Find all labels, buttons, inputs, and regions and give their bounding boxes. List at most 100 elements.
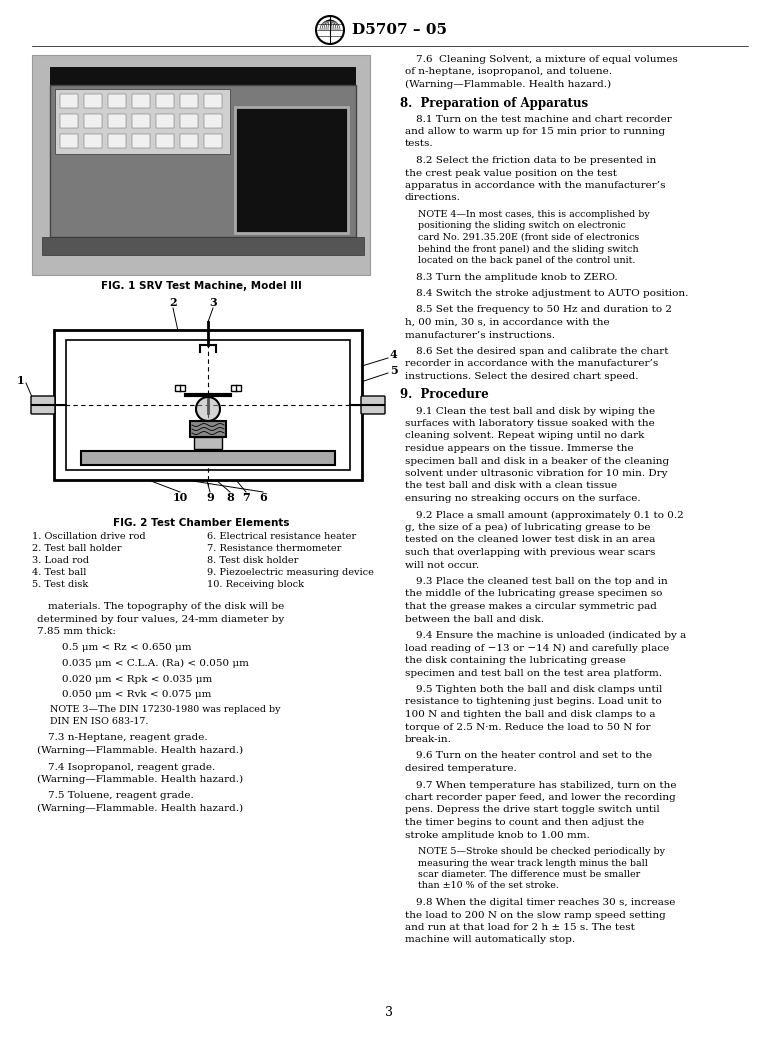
Text: the crest peak value position on the test: the crest peak value position on the tes… [405, 169, 617, 178]
FancyBboxPatch shape [132, 94, 150, 108]
Text: NOTE 5—Stroke should be checked periodically by: NOTE 5—Stroke should be checked periodic… [418, 847, 665, 856]
FancyBboxPatch shape [180, 94, 198, 108]
Text: 0.020 μm < Rpk < 0.035 μm: 0.020 μm < Rpk < 0.035 μm [62, 675, 212, 684]
Text: NOTE 3—The DIN 17230-1980 was replaced by: NOTE 3—The DIN 17230-1980 was replaced b… [50, 706, 281, 714]
Text: manufacturer’s instructions.: manufacturer’s instructions. [405, 330, 555, 339]
Text: 8.1 Turn on the test machine and chart recorder: 8.1 Turn on the test machine and chart r… [416, 115, 671, 124]
Text: instructions. Select the desired chart speed.: instructions. Select the desired chart s… [405, 372, 639, 381]
Text: and allow to warm up for 15 min prior to running: and allow to warm up for 15 min prior to… [405, 127, 665, 136]
Text: scar diameter. The difference must be smaller: scar diameter. The difference must be sm… [418, 870, 640, 879]
Text: than ±10 % of the set stroke.: than ±10 % of the set stroke. [418, 882, 559, 890]
Text: 9. Piezoelectric measuring device: 9. Piezoelectric measuring device [207, 568, 374, 577]
Text: tested on the cleaned lower test disk in an area: tested on the cleaned lower test disk in… [405, 535, 655, 544]
FancyBboxPatch shape [204, 94, 222, 108]
Text: 6. Electrical resistance heater: 6. Electrical resistance heater [207, 532, 356, 541]
Text: the load to 200 N on the slow ramp speed setting: the load to 200 N on the slow ramp speed… [405, 911, 666, 919]
Text: behind the front panel) and the sliding switch: behind the front panel) and the sliding … [418, 245, 639, 254]
Text: 4. Test ball: 4. Test ball [32, 568, 86, 577]
Text: surfaces with laboratory tissue soaked with the: surfaces with laboratory tissue soaked w… [405, 418, 655, 428]
Text: the disk containing the lubricating grease: the disk containing the lubricating grea… [405, 656, 626, 665]
Text: located on the back panel of the control unit.: located on the back panel of the control… [418, 256, 636, 265]
Text: recorder in accordance with the manufacturer’s: recorder in accordance with the manufact… [405, 359, 658, 369]
Text: 7.3 n-Heptane, reagent grade.: 7.3 n-Heptane, reagent grade. [48, 734, 208, 742]
FancyBboxPatch shape [235, 107, 348, 233]
FancyBboxPatch shape [84, 94, 102, 108]
Text: 7. Resistance thermometer: 7. Resistance thermometer [207, 544, 342, 553]
Text: stroke amplitude knob to 1.00 mm.: stroke amplitude knob to 1.00 mm. [405, 831, 590, 839]
FancyBboxPatch shape [156, 134, 174, 148]
Text: 1: 1 [16, 375, 24, 385]
FancyBboxPatch shape [81, 451, 335, 465]
Text: the timer begins to count and then adjust the: the timer begins to count and then adjus… [405, 818, 644, 827]
FancyBboxPatch shape [180, 115, 198, 128]
Text: 1. Oscillation drive rod: 1. Oscillation drive rod [32, 532, 145, 541]
Text: 9.7 When temperature has stabilized, turn on the: 9.7 When temperature has stabilized, tur… [416, 781, 677, 789]
Text: positioning the sliding switch on electronic: positioning the sliding switch on electr… [418, 222, 626, 230]
Text: 0.050 μm < Rvk < 0.075 μm: 0.050 μm < Rvk < 0.075 μm [62, 690, 212, 699]
Circle shape [196, 397, 220, 421]
Text: h, 00 min, 30 s, in accordance with the: h, 00 min, 30 s, in accordance with the [405, 318, 610, 327]
FancyBboxPatch shape [132, 115, 150, 128]
Text: 5: 5 [390, 364, 398, 376]
Text: 2. Test ball holder: 2. Test ball holder [32, 544, 121, 553]
FancyBboxPatch shape [55, 88, 230, 154]
Text: (Warning—Flammable. Health hazard.): (Warning—Flammable. Health hazard.) [405, 80, 612, 90]
Text: 8.6 Set the desired span and calibrate the chart: 8.6 Set the desired span and calibrate t… [416, 347, 668, 356]
FancyBboxPatch shape [50, 85, 356, 237]
Text: load reading of −13 or −14 N) and carefully place: load reading of −13 or −14 N) and carefu… [405, 643, 669, 653]
Text: that the grease makes a circular symmetric pad: that the grease makes a circular symmetr… [405, 602, 657, 611]
FancyBboxPatch shape [54, 330, 362, 480]
FancyBboxPatch shape [84, 134, 102, 148]
Text: directions.: directions. [405, 194, 461, 203]
FancyBboxPatch shape [108, 115, 126, 128]
Text: 10: 10 [173, 492, 187, 503]
Text: torque of 2.5 N·m. Reduce the load to 50 N for: torque of 2.5 N·m. Reduce the load to 50… [405, 722, 650, 732]
FancyBboxPatch shape [194, 437, 222, 449]
FancyBboxPatch shape [66, 340, 350, 469]
Text: chart recorder paper feed, and lower the recording: chart recorder paper feed, and lower the… [405, 793, 676, 802]
FancyBboxPatch shape [60, 94, 78, 108]
Text: FIG. 1 SRV Test Machine, Model III: FIG. 1 SRV Test Machine, Model III [100, 281, 301, 291]
Text: 8.4 Switch the stroke adjustment to AUTO position.: 8.4 Switch the stroke adjustment to AUTO… [416, 289, 689, 298]
Text: 7.6  Cleaning Solvent, a mixture of equal volumes: 7.6 Cleaning Solvent, a mixture of equal… [416, 55, 678, 64]
Text: 3. Load rod: 3. Load rod [32, 556, 89, 565]
Text: measuring the wear track length minus the ball: measuring the wear track length minus th… [418, 859, 648, 867]
Text: determined by four values, 24-mm diameter by: determined by four values, 24-mm diamete… [37, 614, 284, 624]
Text: pens. Depress the drive start toggle switch until: pens. Depress the drive start toggle swi… [405, 806, 660, 814]
Text: machine will automatically stop.: machine will automatically stop. [405, 936, 575, 944]
Text: D5707 – 05: D5707 – 05 [352, 23, 447, 37]
Text: residue appears on the tissue. Immerse the: residue appears on the tissue. Immerse t… [405, 445, 633, 453]
Text: desired temperature.: desired temperature. [405, 764, 517, 773]
FancyBboxPatch shape [50, 67, 356, 85]
FancyBboxPatch shape [108, 134, 126, 148]
FancyBboxPatch shape [190, 421, 226, 437]
Text: 6: 6 [259, 492, 267, 503]
Text: the middle of the lubricating grease specimen so: the middle of the lubricating grease spe… [405, 589, 662, 599]
Text: between the ball and disk.: between the ball and disk. [405, 614, 544, 624]
Text: 4: 4 [390, 350, 398, 360]
Text: materials. The topography of the disk will be: materials. The topography of the disk wi… [48, 602, 284, 611]
Text: 9.4 Ensure the machine is unloaded (indicated by a: 9.4 Ensure the machine is unloaded (indi… [416, 631, 686, 640]
Text: resistance to tightening just begins. Load unit to: resistance to tightening just begins. Lo… [405, 697, 662, 707]
FancyBboxPatch shape [84, 115, 102, 128]
Text: such that overlapping with previous wear scars: such that overlapping with previous wear… [405, 548, 655, 557]
Text: 10. Receiving block: 10. Receiving block [207, 580, 304, 589]
FancyBboxPatch shape [204, 115, 222, 128]
FancyBboxPatch shape [231, 385, 241, 391]
Text: 3: 3 [385, 1006, 393, 1019]
Text: 9: 9 [206, 492, 214, 503]
Text: tests.: tests. [405, 139, 433, 149]
Text: 0.5 μm < Rz < 0.650 μm: 0.5 μm < Rz < 0.650 μm [62, 643, 191, 653]
Text: $F_R$: $F_R$ [180, 385, 192, 399]
Text: 8.2 Select the friction data to be presented in: 8.2 Select the friction data to be prese… [416, 156, 657, 166]
Text: 7.5 Toluene, reagent grade.: 7.5 Toluene, reagent grade. [48, 791, 194, 801]
FancyBboxPatch shape [108, 94, 126, 108]
Text: specimen ball and disk in a beaker of the cleaning: specimen ball and disk in a beaker of th… [405, 457, 669, 465]
Text: 0.035 μm < C.L.A. (Ra) < 0.050 μm: 0.035 μm < C.L.A. (Ra) < 0.050 μm [62, 659, 249, 668]
FancyBboxPatch shape [60, 134, 78, 148]
Text: (Warning—Flammable. Health hazard.): (Warning—Flammable. Health hazard.) [37, 804, 243, 813]
FancyBboxPatch shape [361, 396, 385, 414]
Text: 9.5 Tighten both the ball and disk clamps until: 9.5 Tighten both the ball and disk clamp… [416, 685, 662, 694]
Text: DIN EN ISO 683-17.: DIN EN ISO 683-17. [50, 717, 149, 726]
Text: (Warning—Flammable. Health hazard.): (Warning—Flammable. Health hazard.) [37, 746, 243, 755]
